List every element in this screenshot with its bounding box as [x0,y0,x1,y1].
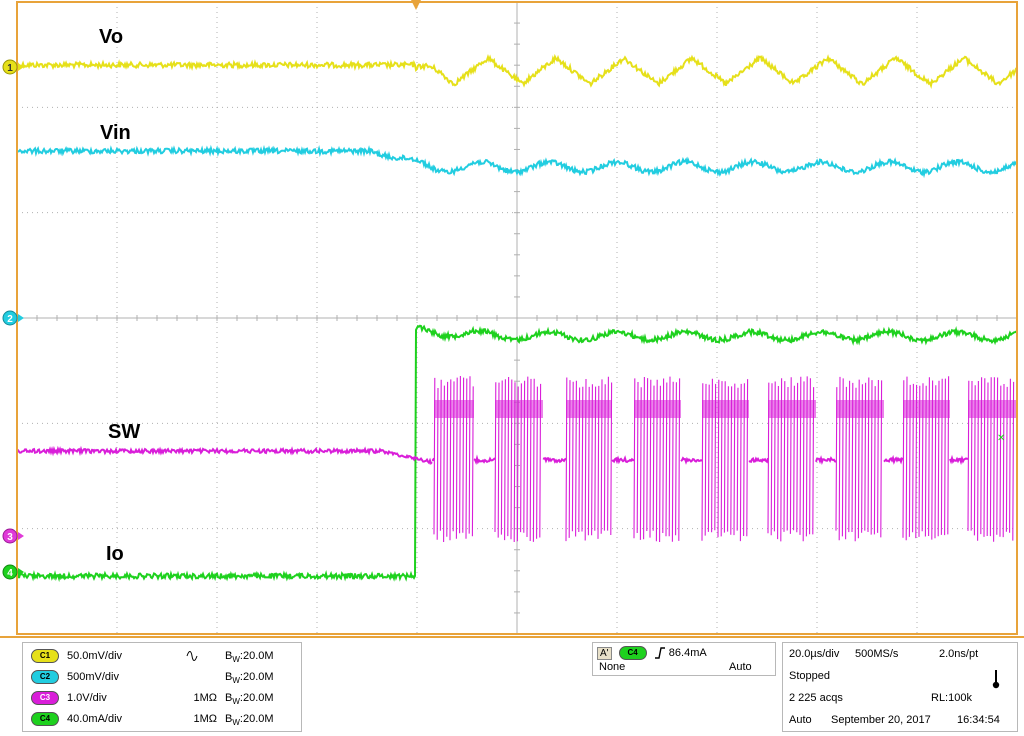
trace-vin [16,144,1018,179]
channel-scale: 40.0mA/div [67,713,123,726]
acquisition-panel[interactable]: 20.0µs/div 500MS/s 2.0ns/pt Stopped 2 22… [782,642,1018,732]
thermometer-icon [992,670,1000,689]
sample-rate: 500MS/s [855,648,899,660]
channel-row-1[interactable]: C1 50.0mV/div BW:20.0M [31,646,274,666]
record-length: RL:100k [931,692,972,704]
trace-sw-burst [902,376,950,541]
channel-badge[interactable]: C4 [31,712,59,727]
trace-sw-idle [815,455,837,466]
sine-icon [186,651,198,661]
date: September 20, 2017 [831,714,931,726]
channel-marker-2[interactable]: 2 [2,310,24,326]
trace-sw-band [434,400,474,418]
input-impedance: 1MΩ [193,692,217,704]
bandwidth-limit: BW:20.0M [225,713,274,728]
trace-sw-burst [633,376,681,543]
trace-label-vo: Vo [99,26,123,48]
channel-badge[interactable]: C2 [31,670,59,685]
channel-row-4[interactable]: C4 40.0mA/div 1MΩ BW:20.0M [31,709,274,729]
trigger-source-badge[interactable]: C4 [618,646,647,660]
trace-sw-band [702,400,749,418]
channel-marker-3[interactable]: 3 [2,528,24,544]
trace-sw-idle [431,457,435,462]
trigger-a-label: A' [597,646,612,660]
trace-sw-burst [433,375,474,543]
channel-marker-4[interactable]: 4 [2,564,24,580]
channel-scale: 1.0V/div [67,692,107,705]
trace-sw-burst [701,378,749,542]
trace-sw-idle [542,456,567,464]
trace-sw-band [495,400,543,418]
trace-sw-band [903,400,950,418]
trigger-level: 86.4mA [668,646,707,659]
graticule [16,1,1018,634]
svg-text:2: 2 [7,314,13,325]
trace-sw-band [836,400,884,418]
trace-label-vin: Vin [100,122,131,144]
trace-io [16,324,1018,583]
bandwidth-limit: BW:20.0M [225,671,274,686]
channel-scale: 50.0mV/div [67,650,123,663]
trace-sw-idle [680,456,703,465]
trace-sw-burst [767,376,815,542]
svg-text:3: 3 [7,532,13,543]
acquisition-mode: Auto [789,714,812,726]
trigger-panel[interactable]: A' C4 86.4mA None Auto [592,642,776,676]
channel-row-2[interactable]: C2 500mV/div BW:20.0M [31,667,274,687]
channel-badge[interactable]: C3 [31,691,59,706]
acquisition-state: Stopped [789,670,830,682]
trace-vo [16,53,1018,90]
time: 16:34:54 [957,714,1000,726]
acquisition-count: 2 225 acqs [789,692,843,704]
trace-sw-burst [565,376,613,542]
timebase: 20.0µs/div [789,648,840,660]
svg-text:4: 4 [7,568,13,579]
bandwidth-limit: BW:20.0M [225,692,274,707]
trace-label-io: Io [106,543,124,565]
bandwidth-limit: BW:20.0M [225,650,274,665]
oscilloscope-display: 1 2 3 4 Vo Vin SW Io ✕ [2,0,1018,635]
status-bar: C1 50.0mV/div BW:20.0M C2 500mV/div BW:20.… [0,636,1024,736]
input-impedance: 1MΩ [193,713,217,725]
trace-label-sw: SW [108,421,140,443]
channel-marker-1[interactable]: 1 [2,59,24,75]
channel-badge[interactable]: C1 [31,649,59,664]
trace-sw-burst [835,376,883,542]
trace-sw-burst [967,377,1015,542]
cursor-marker-icon: ✕ [997,433,1005,444]
time-resolution: 2.0ns/pt [939,648,979,660]
trace-sw-band [968,400,1016,418]
trace-sw-idle [883,454,904,465]
trace-sw-burst [494,376,542,543]
trace-sw-band [768,400,816,418]
trace-sw-idle [949,454,969,466]
traces [16,53,1018,583]
trace-sw-idle [16,445,433,466]
channel-row-3[interactable]: C3 1.0V/div 1MΩ BW:20.0M [31,688,274,708]
rising-edge-icon [654,647,665,659]
trace-sw-band [566,400,612,418]
channel-scale: 500mV/div [67,671,119,684]
trace-sw-idle [473,454,496,466]
trigger-coupling: None [599,661,626,673]
channel-settings-panel: C1 50.0mV/div BW:20.0M C2 500mV/div BW:20.… [22,642,302,732]
svg-text:1: 1 [7,63,13,74]
trace-sw-idle [748,456,769,464]
trace-sw-idle [611,455,635,465]
trace-sw-band [634,400,681,418]
trigger-mode: Auto [729,661,752,673]
